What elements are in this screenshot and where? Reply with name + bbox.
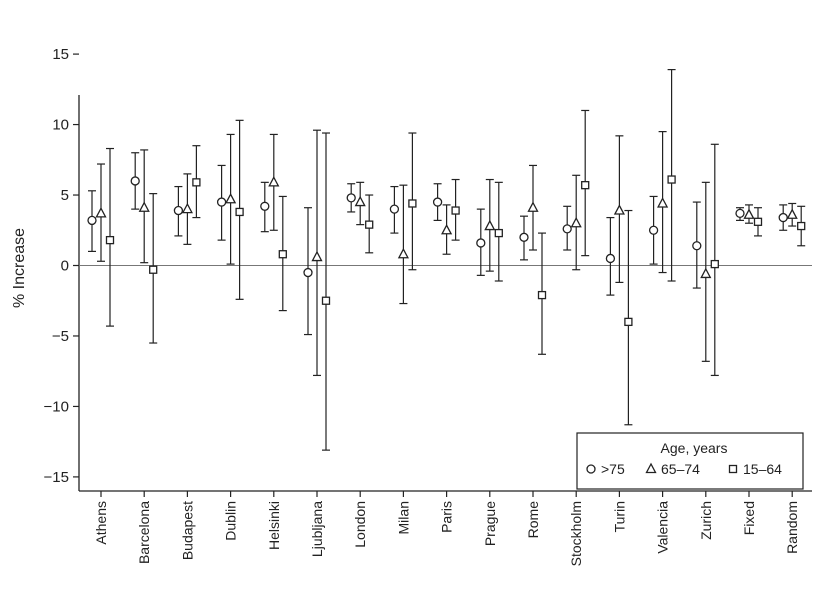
point-circle [432, 197, 443, 207]
point-square [105, 235, 115, 245]
x-tick-label: Paris [439, 501, 455, 533]
point-circle [87, 215, 97, 226]
point-square [451, 206, 460, 215]
point-square [624, 317, 633, 327]
x-tick-label: Stockholm [568, 501, 584, 566]
legend-triangle-icon [645, 462, 657, 474]
point-triangle [613, 204, 625, 215]
point-triangle [484, 219, 496, 231]
point-triangle [225, 192, 237, 204]
point-triangle [181, 202, 193, 214]
x-tick-label: Dublin [223, 501, 239, 541]
point-triangle [527, 201, 539, 212]
point-square [235, 207, 244, 217]
point-circle [389, 204, 400, 214]
point-circle [476, 238, 486, 248]
point-triangle [700, 267, 712, 279]
point-square [667, 175, 676, 184]
x-tick-label: Barcelona [136, 501, 152, 564]
series-circle [87, 152, 788, 336]
point-square [321, 296, 331, 305]
point-triangle [743, 208, 755, 219]
point-circle [692, 241, 702, 251]
y-tick-label: −15 [44, 469, 69, 486]
x-tick-label: Ljubljana [309, 501, 325, 557]
y-tick-label: 15 [52, 46, 69, 63]
x-tick-label: Milan [395, 501, 411, 534]
point-circle [130, 176, 140, 186]
y-tick-label: 5 [61, 187, 69, 204]
x-tick-label: Prague [482, 501, 498, 546]
point-triangle [657, 197, 669, 208]
legend: Age, years >75 65–74 15–64 [576, 432, 804, 490]
series-square [105, 68, 806, 451]
point-square [797, 221, 806, 231]
point-square [537, 290, 547, 300]
point-square [365, 220, 374, 229]
point-square [192, 178, 201, 187]
point-square [494, 228, 503, 238]
point-circle [260, 201, 270, 211]
point-circle [562, 224, 572, 234]
y-tick-label: 10 [52, 117, 69, 134]
point-circle [346, 193, 356, 203]
point-square [753, 217, 763, 226]
legend-label: 15–64 [743, 461, 782, 477]
point-square [581, 181, 590, 190]
point-triangle [354, 195, 366, 207]
data-marks [87, 68, 806, 451]
point-circle [173, 205, 184, 216]
x-tick-label: Fixed [741, 501, 757, 535]
y-tick-label: −10 [44, 398, 69, 415]
axes: −15 −10 −5 0 5 10 15 Athens Barcelona Budapest Dub… [44, 46, 812, 566]
legend-label: 65–74 [661, 461, 700, 477]
point-circle [605, 253, 616, 264]
series-triangle [95, 129, 798, 377]
point-circle [303, 267, 313, 278]
x-tick-label: Rome [525, 501, 541, 539]
point-circle [519, 232, 529, 242]
point-triangle [311, 250, 323, 262]
x-tick-label: Zurich [698, 501, 714, 540]
point-triangle [138, 201, 150, 212]
legend-square-icon [728, 464, 738, 474]
point-square [710, 259, 719, 269]
legend-circle-icon [586, 464, 596, 474]
x-tick-label: Helsinki [266, 501, 282, 550]
y-tick-label: −5 [52, 328, 69, 345]
x-tick-label: Athens [93, 501, 109, 545]
x-tick-label: Valencia [655, 501, 671, 554]
point-square [149, 265, 158, 274]
x-tick-label: London [352, 501, 368, 548]
legend-label: >75 [601, 461, 625, 477]
point-triangle [441, 223, 453, 235]
point-triangle [268, 175, 280, 187]
x-tick-label: Random [784, 501, 800, 554]
y-axis-title: % Increase [11, 228, 28, 308]
point-square [408, 199, 417, 208]
point-triangle [397, 247, 409, 259]
point-circle [216, 197, 227, 207]
y-tick-label: 0 [61, 258, 69, 275]
legend-title: Age, years [661, 440, 728, 456]
point-circle [778, 212, 788, 223]
x-tick-label: Budapest [179, 501, 195, 560]
point-triangle [95, 206, 107, 218]
legend-box [576, 432, 804, 490]
point-square [278, 250, 287, 259]
x-tick-label: Turin [611, 501, 627, 532]
point-triangle [786, 208, 798, 219]
point-triangle [570, 216, 582, 228]
point-circle [735, 208, 745, 219]
point-circle [648, 225, 659, 235]
